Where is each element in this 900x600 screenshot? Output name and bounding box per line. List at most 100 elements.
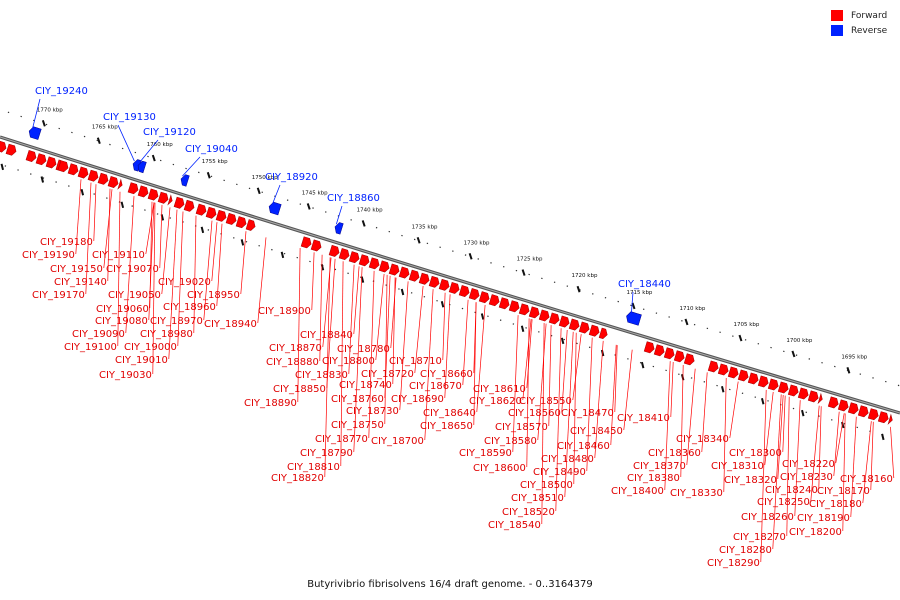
forward-gene-label: CIY_18540 [488,520,541,531]
forward-label-leader [311,252,315,311]
forward-gene-label: CIY_18730 [346,406,399,417]
forward-label-leader [75,179,82,255]
inner-ring-tick [400,288,405,296]
forward-gene-label: CIY_18460 [557,441,610,452]
forward-label-leader [257,237,267,324]
forward-gene-label: CIY_19090 [72,329,125,340]
forward-label-leader [203,220,213,321]
legend: Forward Reverse [831,8,891,38]
forward-gene-arrow [328,244,340,257]
forward-gene-arrow [817,392,823,405]
forward-gene [717,363,729,376]
forward-gene-label: CIY_18230 [780,472,833,483]
scale-tick-label: 1760 kbp [147,142,173,148]
forward-gene [538,309,550,322]
forward-gene [107,176,119,188]
forward-gene-label: CIY_18410 [617,413,670,424]
forward-gene-label: CIY_18880 [266,357,319,368]
forward-gene-arrow [478,291,490,304]
forward-label-leader [159,204,163,269]
reverse-gene-label: CIY_18440 [618,279,671,290]
forward-gene-arrow [518,303,530,316]
forward-gene-arrow [568,318,580,331]
forward-gene-label: CIY_18780 [337,344,390,355]
forward-gene [817,392,823,405]
forward-gene-arrow [508,300,520,313]
forward-gene-label: CIY_18480 [541,454,594,465]
forward-label-leader [324,257,331,478]
forward-gene-label: CIY_19190 [22,250,75,261]
forward-gene-label: CIY_18290 [707,558,760,569]
forward-label-leader [414,285,424,374]
forward-gene-arrow [877,411,889,424]
forward-gene [707,360,719,373]
forward-gene [663,347,675,360]
scale-tick [631,302,636,310]
forward-gene-label: CIY_19020 [158,277,211,288]
forward-label-leader [424,289,434,441]
forward-gene-label: CIY_18250 [757,497,810,508]
forward-gene-arrow [807,390,819,403]
forward-gene [338,248,350,260]
forward-label-leader [117,191,121,347]
scale-tick [256,187,261,195]
forward-gene [727,366,739,379]
forward-gene [167,194,173,206]
forward-label-leader [686,368,696,466]
forward-gene-label: CIY_18740 [339,380,392,391]
inner-ring-tick [200,226,205,234]
forward-gene-arrow [205,206,217,219]
forward-gene-label: CIY_18960 [163,302,216,313]
reverse-label-leader [272,184,281,205]
forward-label-leader [348,264,355,375]
forward-label-leader [794,400,801,517]
forward-label-leader [399,281,409,411]
forward-gene [147,188,159,201]
forward-gene-label: CIY_18870 [269,343,322,354]
forward-gene-arrow [147,188,159,201]
forward-gene [747,372,759,385]
forward-gene-arrow [458,285,470,298]
scale-tick [521,269,526,276]
forward-gene-arrow [5,143,17,156]
forward-gene-arrow [157,191,169,204]
forward-gene [328,244,340,257]
forward-label-leader [701,372,708,453]
forward-gene-label: CIY_18750 [331,420,384,431]
inner-ring-tick [560,337,565,345]
forward-gene-label: CIY_18620 [469,396,522,407]
forward-gene-arrow [683,353,695,366]
forward-label-leader [614,345,618,413]
forward-gene-arrow [167,194,173,206]
forward-label-leader [512,315,519,453]
forward-gene [35,153,47,166]
forward-gene-label: CIY_18510 [511,493,564,504]
forward-label-leader [786,396,790,537]
forward-gene [67,163,79,176]
forward-gene [245,219,256,231]
forward-label-leader [211,222,218,282]
forward-label-leader [107,188,111,282]
forward-gene-arrow [45,156,57,169]
inner-ring-tick [40,176,45,183]
scale-tick [306,203,311,210]
scale-tick [206,171,211,179]
forward-gene-label: CIY_18760 [331,394,384,405]
scale-tick-label: 1735 kbp [412,224,438,230]
forward-gene-arrow [310,239,322,252]
inner-ring-tick [480,313,485,320]
forward-gene-label: CIY_18450 [570,426,623,437]
forward-gene [787,384,799,397]
scale-tick-label: 1730 kbp [464,240,490,246]
forward-gene-arrow [368,257,380,270]
forward-gene [388,263,400,276]
forward-gene-arrow [183,199,195,212]
reverse-swatch [831,25,843,36]
forward-gene-label: CIY_18610 [473,384,526,395]
reverse-gene [268,201,282,216]
forward-label-leader [670,361,674,418]
forward-label-leader [384,274,388,425]
forward-gene-label: CIY_18340 [676,434,729,445]
forward-gene-label: CIY_18830 [295,370,348,381]
forward-gene-label: CIY_18260 [741,512,794,523]
